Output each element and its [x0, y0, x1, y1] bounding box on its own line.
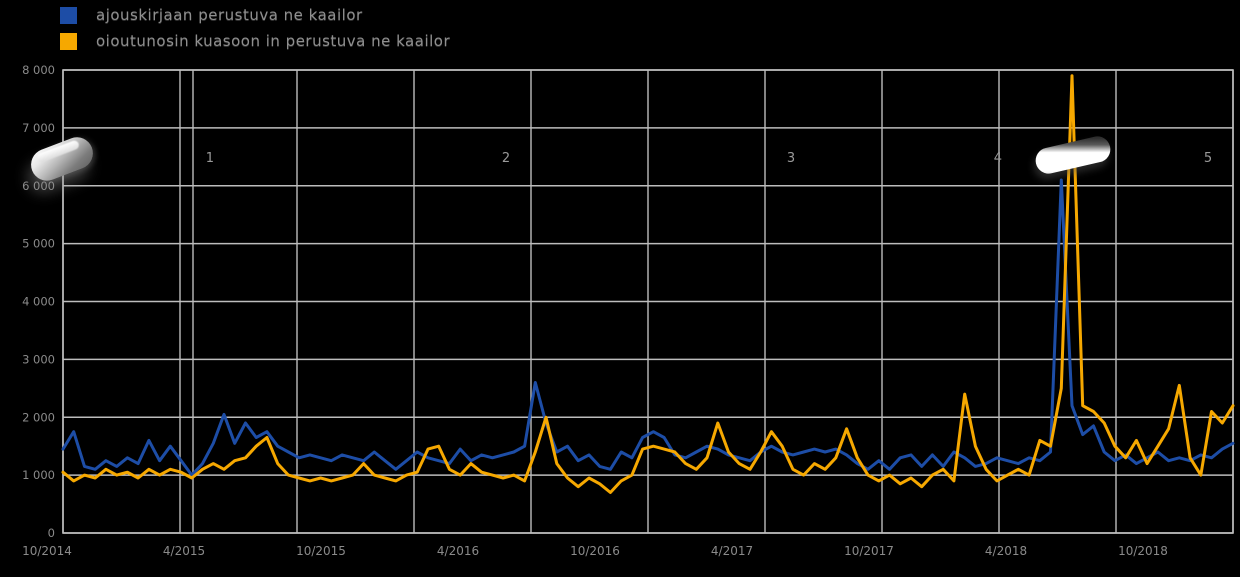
y-axis-tick-label: 7 000 — [22, 121, 55, 135]
x-axis-tick-label: 10/2015 — [296, 544, 346, 558]
y-axis-tick-label: 5 000 — [22, 237, 55, 251]
legend-item-blue: ajouskirjaan perustuva ne kaailor — [60, 2, 450, 28]
event-number-annotation: 3 — [787, 151, 795, 166]
legend-label-yellow: oioutunosin kuasoon in perustuva ne kaai… — [96, 32, 451, 50]
event-number-annotation: 1 — [206, 151, 214, 166]
y-axis-tick-label: 0 — [48, 526, 55, 540]
series-line — [61, 178, 1235, 477]
y-axis-tick-label: 3 000 — [22, 352, 55, 366]
x-axis-tick-label: 4/2017 — [711, 544, 753, 558]
legend-item-yellow: oioutunosin kuasoon in perustuva ne kaai… — [60, 28, 450, 54]
x-axis-tick-label: 4/2018 — [985, 544, 1027, 558]
x-axis-tick-label: 4/2016 — [437, 544, 479, 558]
event-number-annotation: 2 — [502, 151, 510, 166]
x-axis-tick-label: 10/2017 — [844, 544, 894, 558]
y-axis-tick-label: 6 000 — [22, 179, 55, 193]
event-number-annotation: 5 — [1204, 151, 1212, 166]
x-axis-tick-label: 10/2016 — [570, 544, 620, 558]
yellow-square-swatch — [60, 32, 77, 50]
series-line — [61, 74, 1235, 494]
x-axis-tick-label: 10/2014 — [22, 544, 72, 558]
y-axis-tick-label: 4 000 — [22, 295, 55, 309]
y-axis-tick-label: 8 000 — [22, 63, 55, 77]
x-axis-tick-label: 4/2015 — [163, 544, 205, 558]
x-axis-tick-label: 10/2018 — [1118, 544, 1168, 558]
y-axis-tick-label: 2 000 — [22, 410, 55, 424]
event-number-annotation: 4 — [994, 151, 1002, 166]
y-axis-tick-label: 1 000 — [22, 468, 55, 482]
plot-border — [62, 69, 1234, 534]
legend-label-blue: ajouskirjaan perustuva ne kaailor — [96, 6, 363, 24]
chart-legend: ajouskirjaan perustuva ne kaailor oioutu… — [60, 2, 450, 54]
blue-square-swatch — [60, 6, 77, 24]
